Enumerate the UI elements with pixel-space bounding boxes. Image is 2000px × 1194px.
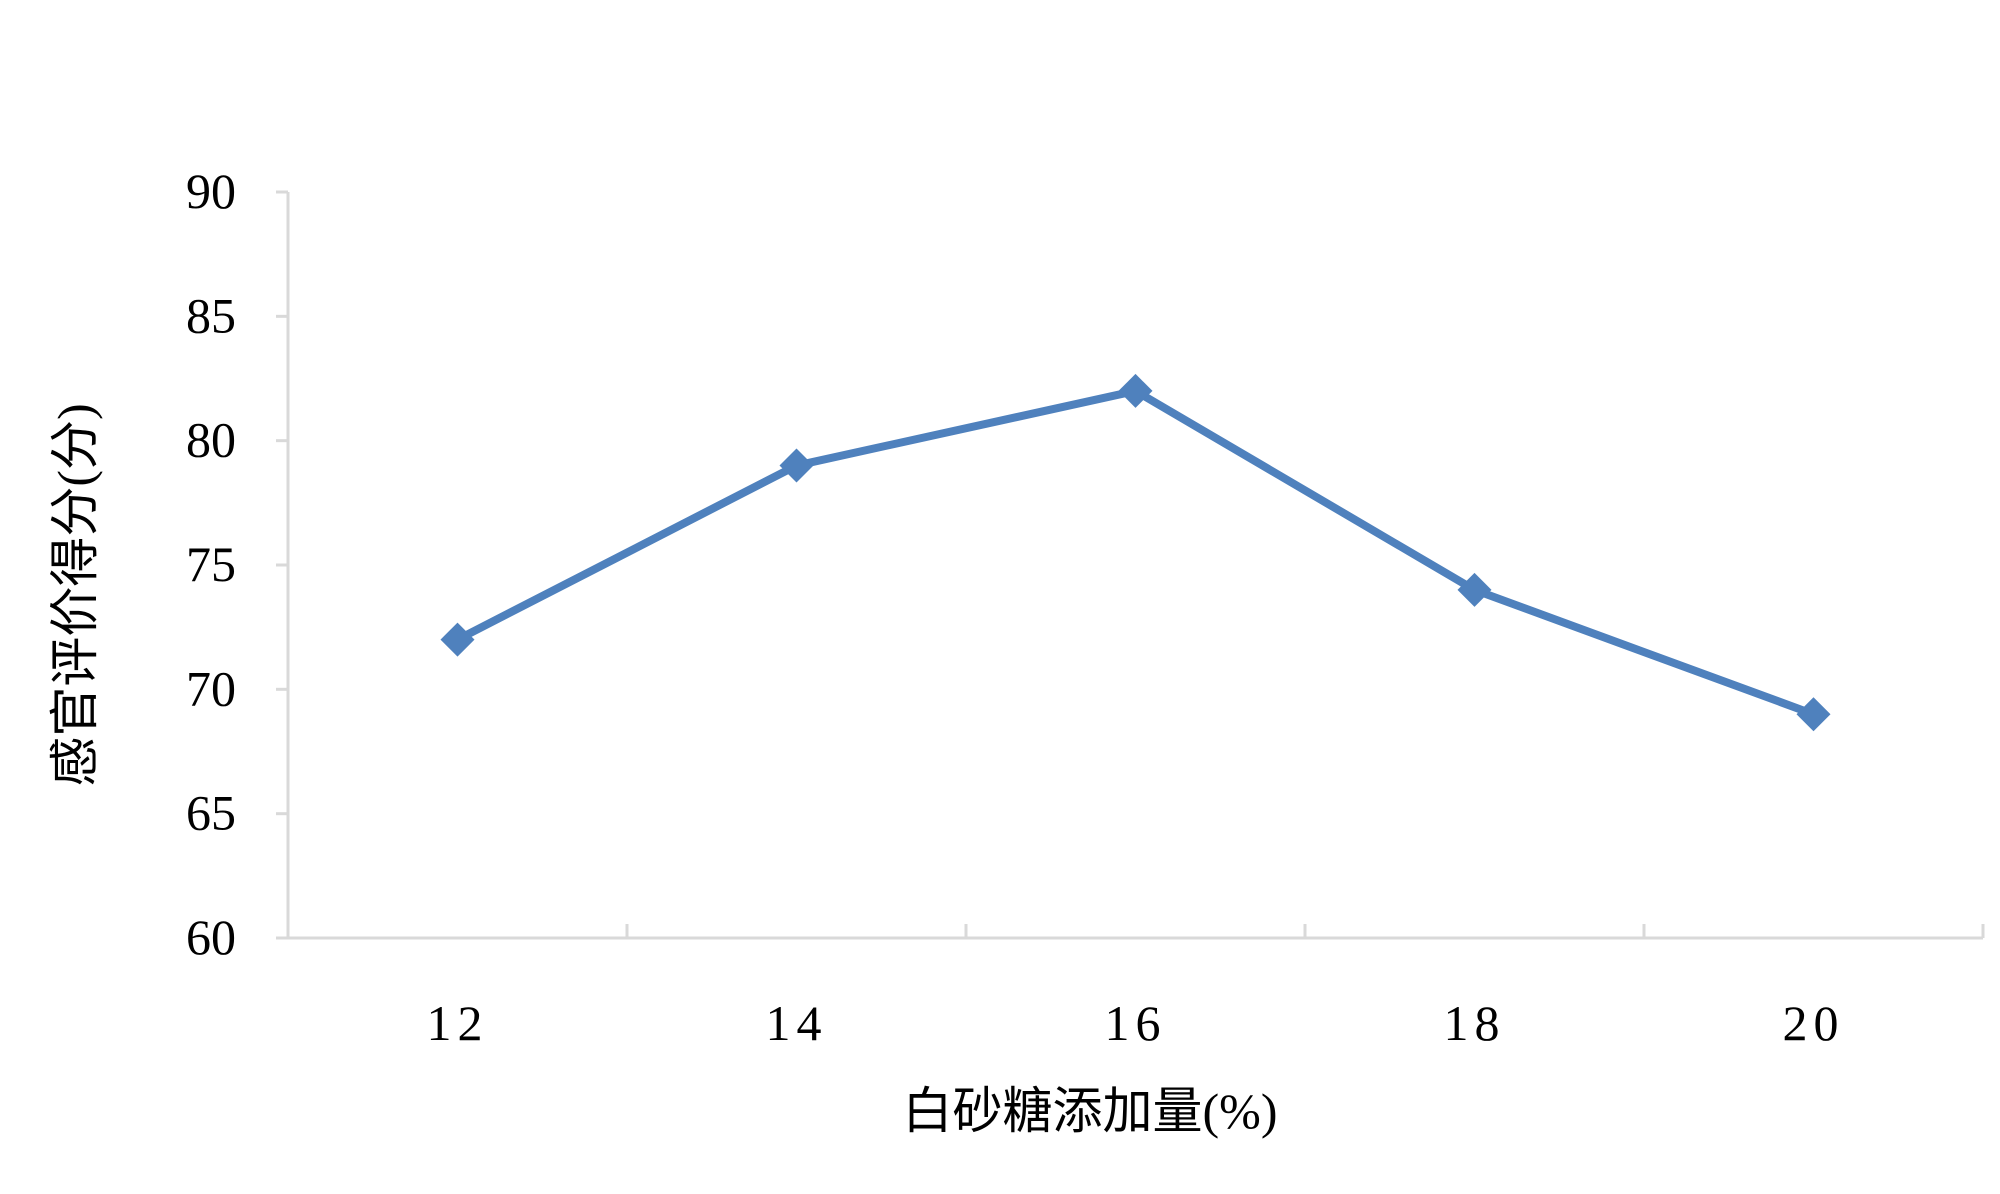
data-point-diamond	[1796, 697, 1831, 732]
x-tick-label: 12	[427, 995, 489, 1051]
y-tick-label: 80	[186, 412, 236, 468]
y-tick-labels: 60 65 70 75 80 85 90	[186, 163, 236, 965]
x-axis-label: 白砂糖添加量(%)	[903, 1083, 1278, 1139]
axes	[276, 190, 1985, 940]
series	[440, 373, 1831, 732]
x-tick-label: 18	[1444, 995, 1506, 1051]
data-point-diamond	[1457, 572, 1492, 607]
y-tick-label: 75	[186, 536, 236, 592]
data-point-diamond	[440, 622, 475, 657]
y-tick-label: 85	[186, 287, 236, 343]
data-point-diamond	[779, 448, 814, 483]
data-point-diamond	[1118, 373, 1153, 408]
y-tick-label: 60	[186, 909, 236, 965]
y-axis-label: 感官评价得分(分)	[47, 403, 103, 786]
x-tick-labels: 12 14 16 18 20	[427, 995, 1845, 1051]
x-tick-label: 20	[1783, 995, 1845, 1051]
series-line	[455, 386, 1815, 718]
y-tick-label: 90	[186, 163, 236, 219]
x-tick-label: 14	[766, 995, 828, 1051]
y-tick-label: 65	[186, 785, 236, 841]
y-tick-label: 70	[186, 660, 236, 716]
x-tick-label: 16	[1105, 995, 1167, 1051]
